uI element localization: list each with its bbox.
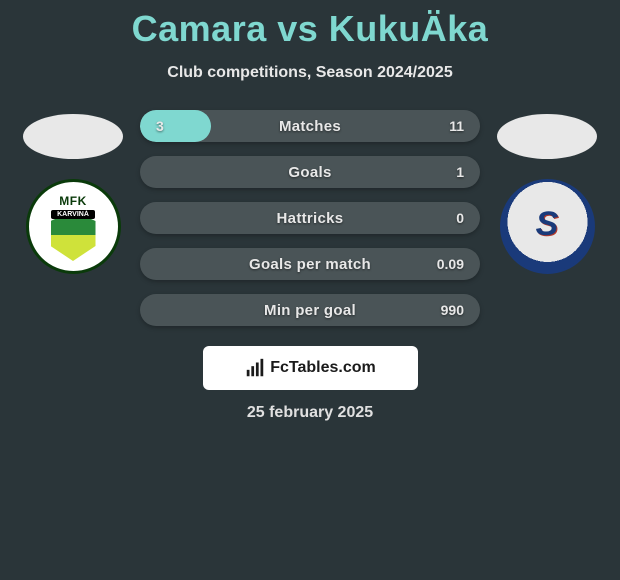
stat-bar: 3 Matches 11 xyxy=(140,110,480,142)
club-crest-left: KARVINÁ xyxy=(26,179,121,274)
stat-bar: Goals 1 xyxy=(140,156,480,188)
player-right-column xyxy=(492,110,602,274)
stat-label: Hattricks xyxy=(277,210,344,227)
stat-right-value: 1 xyxy=(456,164,464,180)
watermark-badge: FcTables.com xyxy=(203,346,418,390)
stat-bar: Goals per match 0.09 xyxy=(140,248,480,280)
stat-right-value: 990 xyxy=(441,302,464,318)
stat-label: Matches xyxy=(279,118,341,135)
watermark-text: FcTables.com xyxy=(270,359,376,377)
stat-right-value: 0 xyxy=(456,210,464,226)
stat-right-value: 0.09 xyxy=(437,256,464,272)
stat-label: Min per goal xyxy=(264,302,356,319)
player-left-avatar xyxy=(23,114,123,159)
stat-right-value: 11 xyxy=(449,118,464,134)
date-label: 25 february 2025 xyxy=(0,404,620,422)
stat-fill xyxy=(140,110,211,142)
comparison-area: KARVINÁ 3 Matches 11 Goals 1 Hattricks 0 Goals … xyxy=(0,110,620,326)
player-left-column: KARVINÁ xyxy=(18,110,128,274)
subtitle: Club competitions, Season 2024/2025 xyxy=(0,64,620,82)
stat-bar: Min per goal 990 xyxy=(140,294,480,326)
stat-left-value: 3 xyxy=(156,118,164,134)
page-title: Camara vs KukuÄka xyxy=(0,8,620,50)
club-crest-right xyxy=(500,179,595,274)
chart-icon xyxy=(244,357,266,379)
stat-bar: Hattricks 0 xyxy=(140,202,480,234)
stat-label: Goals per match xyxy=(249,256,371,273)
stat-label: Goals xyxy=(288,164,331,181)
player-right-avatar xyxy=(497,114,597,159)
infographic-root: Camara vs KukuÄka Club competitions, Sea… xyxy=(0,0,620,422)
stats-column: 3 Matches 11 Goals 1 Hattricks 0 Goals per matc… xyxy=(140,110,480,326)
crest-left-label: KARVINÁ xyxy=(51,210,95,219)
